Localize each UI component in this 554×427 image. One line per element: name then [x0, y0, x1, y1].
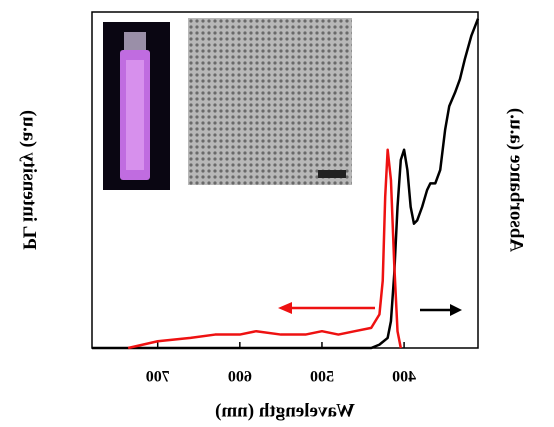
x-axis-label: Wavelength (nm) — [215, 400, 355, 421]
plot: 400 500 600 700 Wavelength (nm) PL intensity … — [19, 11, 527, 421]
x-tick-label: 700 — [146, 369, 170, 386]
abs-arrow — [420, 304, 462, 316]
x-tick-label: 500 — [310, 369, 334, 386]
pl-arrow — [278, 302, 375, 314]
tem-inset — [188, 18, 352, 185]
vial-inset — [103, 22, 170, 190]
x-tick-label: 600 — [228, 369, 252, 386]
line — [92, 18, 480, 350]
y-axis-label: PL intensity (a.u) — [19, 110, 40, 250]
line — [127, 148, 403, 350]
y2-axis-label: Absorbance (a.u.) — [506, 108, 527, 252]
x-tick-label: 400 — [392, 369, 416, 386]
